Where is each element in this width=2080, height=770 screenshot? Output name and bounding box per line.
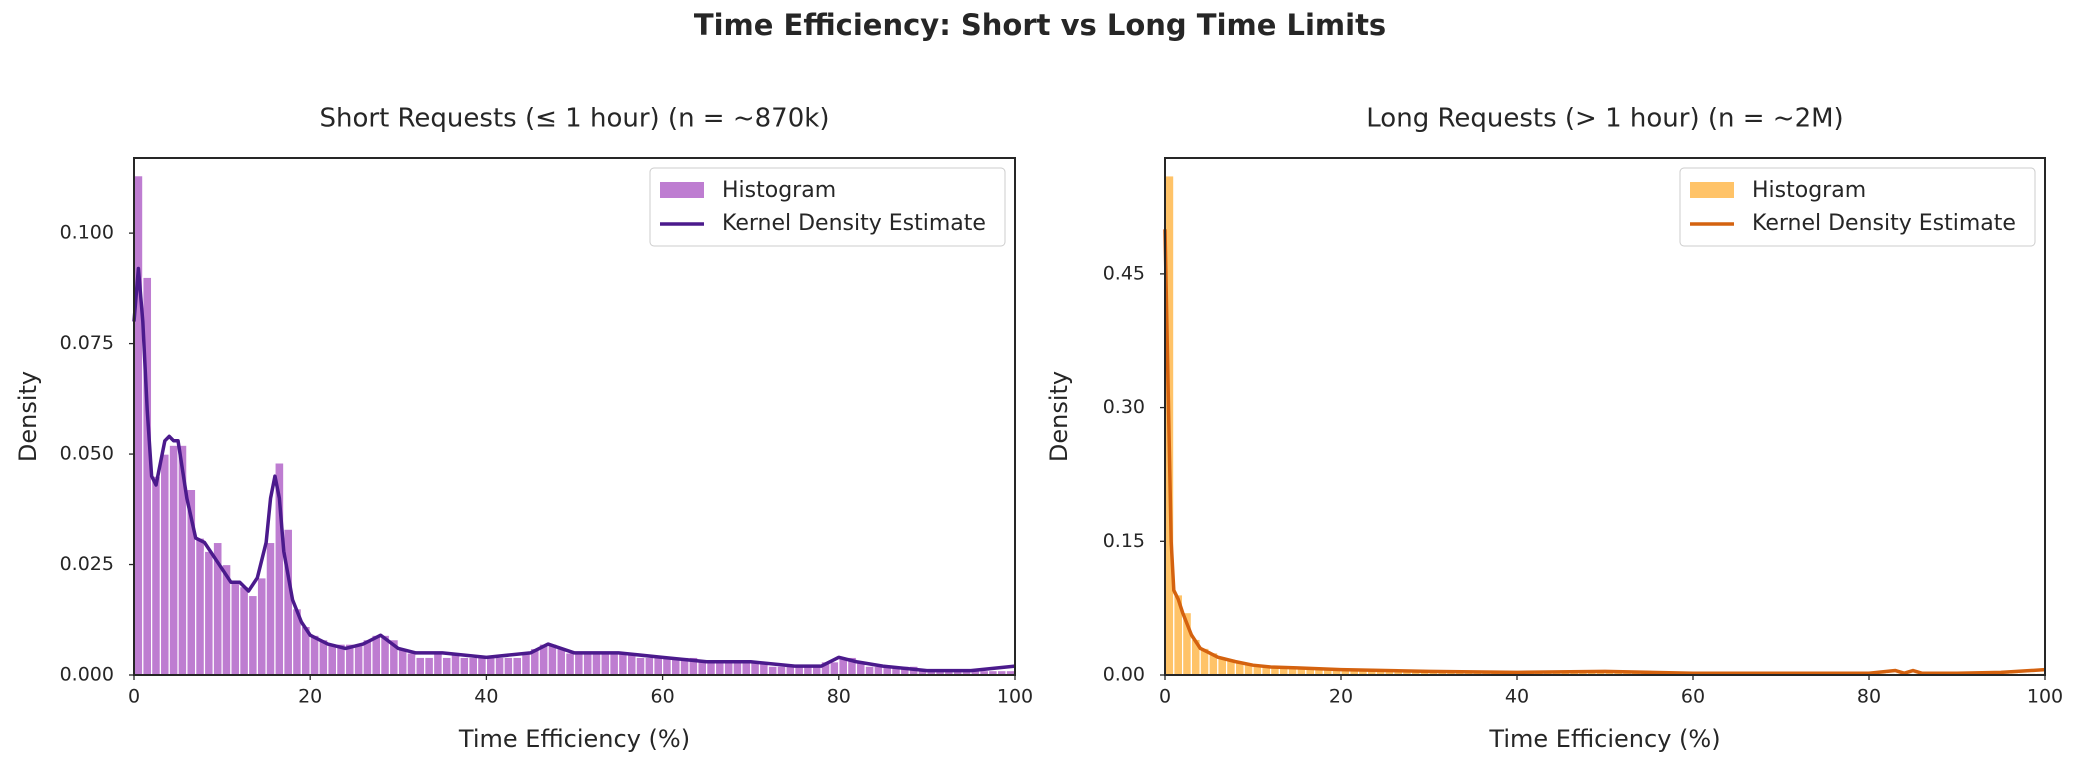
- x-tick-label: 100: [2027, 686, 2063, 708]
- histogram-bar: [714, 661, 725, 676]
- axes-frame: [133, 157, 1016, 676]
- histogram-bar: [591, 652, 602, 676]
- legend-box: [649, 167, 1006, 247]
- y-tick-label: 0.075: [60, 332, 114, 354]
- histogram-bar: [168, 444, 179, 676]
- histogram-bar: [494, 656, 505, 676]
- histogram-bar: [371, 634, 382, 676]
- histogram-bar: [415, 656, 426, 676]
- histogram-bar: [732, 661, 743, 676]
- histogram-bar: [133, 175, 144, 676]
- histogram-bar: [661, 656, 673, 676]
- x-tick-label: 60: [651, 686, 675, 708]
- kde-line: [132, 266, 1016, 673]
- histogram-bar: [741, 661, 752, 676]
- legend-label: Histogram: [722, 178, 836, 203]
- x-axis-label: Time Efficiency (%): [1488, 725, 1720, 753]
- histogram-bar: [397, 647, 408, 676]
- legend-label: Kernel Density Estimate: [722, 211, 986, 236]
- x-tick-label: 0: [128, 686, 140, 708]
- histogram-bar: [723, 661, 734, 676]
- histogram-bar: [521, 652, 532, 676]
- histogram-bar: [424, 656, 435, 676]
- histogram-bar: [485, 656, 496, 676]
- y-tick-label: 0.15: [1103, 530, 1145, 552]
- histogram-bar: [230, 581, 241, 676]
- histogram-bar: [573, 652, 584, 676]
- histogram-bar: [203, 550, 214, 676]
- x-axis-label: Time Efficiency (%): [458, 725, 690, 753]
- figure-title: Time Efficiency: Short vs Long Time Limi…: [694, 8, 1386, 42]
- histogram-bar: [195, 537, 206, 676]
- x-tick-label: 40: [474, 686, 498, 708]
- x-tick-label: 80: [1857, 686, 1881, 708]
- histogram-bar: [767, 665, 778, 676]
- kde-line: [1163, 229, 2046, 675]
- histogram-bar: [151, 475, 162, 676]
- x-tick-label: 20: [298, 686, 322, 708]
- y-axis-label: Density: [1045, 371, 1073, 462]
- histogram-bar: [565, 652, 576, 676]
- histogram-bar: [468, 656, 479, 676]
- histogram-bar: [864, 665, 875, 676]
- histogram-bar: [547, 643, 558, 676]
- x-tick-label: 40: [1505, 686, 1529, 708]
- histogram-bar: [239, 586, 250, 676]
- histogram-bar: [256, 577, 267, 676]
- y-tick-label: 0.025: [60, 553, 114, 575]
- histogram-bar: [476, 656, 487, 676]
- y-tick-label: 0.00: [1103, 664, 1145, 686]
- histogram-bar: [406, 652, 417, 676]
- histogram-bar: [265, 541, 276, 676]
- histogram-bar: [247, 594, 258, 676]
- x-tick-label: 60: [1681, 686, 1705, 708]
- histogram-bar: [432, 652, 443, 676]
- y-tick-label: 0.050: [60, 443, 114, 465]
- histogram-bar: [617, 652, 628, 676]
- histogram-bar: [697, 661, 708, 676]
- histogram-bar: [829, 661, 840, 676]
- legend-box: [1679, 167, 2036, 247]
- axes-frame: [1164, 157, 2046, 676]
- histogram-bar: [327, 643, 338, 676]
- histogram-bar: [600, 652, 611, 676]
- x-tick-label: 0: [1159, 686, 1171, 708]
- axes-title: Long Requests (> 1 hour) (n = ~2M): [1366, 104, 1843, 134]
- histogram-bar: [309, 634, 320, 676]
- histogram-bar: [441, 656, 452, 676]
- histogram-bar: [635, 656, 646, 676]
- histogram-bar: [159, 453, 170, 676]
- y-tick-label: 0.45: [1103, 262, 1145, 284]
- legend-label: Histogram: [1752, 178, 1866, 203]
- x-tick-label: 20: [1329, 686, 1353, 708]
- y-tick-label: 0.100: [60, 222, 114, 244]
- x-tick-label: 80: [827, 686, 851, 708]
- histogram-bar: [503, 656, 514, 676]
- histogram-bar: [776, 665, 787, 676]
- y-tick-label: 0.000: [60, 664, 114, 686]
- axes-title: Short Requests (≤ 1 hour) (n = ~870k): [320, 104, 830, 134]
- histogram-bar: [512, 656, 523, 676]
- histogram-bar: [644, 656, 655, 676]
- histogram-bar: [653, 656, 664, 676]
- y-axis-label: Density: [14, 371, 42, 462]
- histogram-bar: [582, 652, 593, 676]
- legend-swatch: [660, 182, 704, 198]
- legend-label: Kernel Density Estimate: [1752, 211, 2016, 236]
- legend-swatch: [1690, 182, 1734, 198]
- histogram-bar: [353, 643, 364, 676]
- histogram-bar: [459, 656, 470, 676]
- histogram-bar: [556, 647, 567, 676]
- histogram-bar: [609, 652, 620, 676]
- histogram-bar: [706, 661, 717, 676]
- y-tick-label: 0.30: [1103, 396, 1145, 418]
- x-tick-label: 100: [997, 686, 1033, 708]
